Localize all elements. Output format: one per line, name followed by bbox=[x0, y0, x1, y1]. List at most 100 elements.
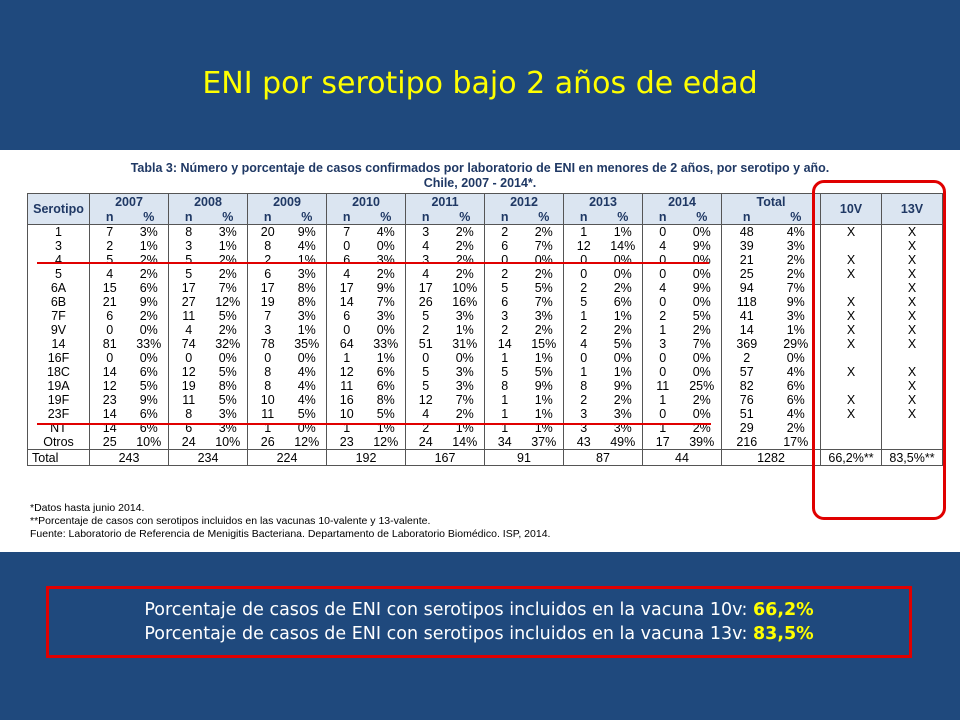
pct-cell: 2% bbox=[524, 267, 564, 281]
count-cell: 11 bbox=[340, 379, 354, 393]
vaccine-v13-cell: X bbox=[881, 407, 943, 421]
count-cell: 0 bbox=[659, 351, 667, 365]
count-cell: 1 bbox=[501, 421, 509, 435]
pct-cell: 3% bbox=[445, 365, 485, 379]
pct-cell: 2% bbox=[682, 393, 722, 407]
table-row: 9V 0 0% 4 2% 3 1% 0 0% 2 1% 2 2% 2 2% 1 2% 14 1% X X bbox=[27, 323, 943, 337]
header-n: n bbox=[168, 210, 209, 225]
serotipo-cell: 19A bbox=[27, 379, 90, 393]
pct-cell: 5% bbox=[208, 393, 248, 407]
pct-cell: 2% bbox=[129, 267, 169, 281]
pct-cell: 12% bbox=[208, 295, 248, 309]
pct-cell: 5% bbox=[524, 365, 564, 379]
count-cell: 3 bbox=[422, 225, 430, 239]
count-cell: 2 bbox=[580, 281, 588, 295]
count-cell: 4 bbox=[422, 407, 430, 421]
count-cell: 7 bbox=[106, 225, 114, 239]
header-n: n bbox=[89, 210, 130, 225]
pct-cell: 9% bbox=[129, 393, 169, 407]
pct-cell: 3% bbox=[366, 253, 406, 267]
pct-cell: 0% bbox=[524, 253, 564, 267]
pct-cell: 10% bbox=[445, 281, 485, 295]
header-n: n bbox=[484, 210, 525, 225]
pct-cell: 0% bbox=[445, 351, 485, 365]
pct-cell: 2% bbox=[771, 253, 821, 267]
count-cell: 34 bbox=[497, 435, 512, 449]
vaccine-v10-cell: X bbox=[820, 224, 882, 239]
header-year: 2013 bbox=[563, 193, 643, 210]
count-cell: 25 bbox=[739, 267, 754, 281]
pct-cell: 3% bbox=[603, 407, 643, 421]
pct-cell: 9% bbox=[287, 224, 327, 239]
pct-cell: 4% bbox=[366, 224, 406, 239]
serotipo-cell: 9V bbox=[27, 323, 90, 337]
header-pct: % bbox=[682, 210, 722, 225]
pct-cell: 12% bbox=[366, 435, 406, 450]
table-row: 19F 23 9% 11 5% 10 4% 16 8% 12 7% 1 1% 2 2% 1 2% 76 6% X X bbox=[27, 393, 943, 407]
count-cell: 23 bbox=[102, 393, 117, 407]
total-cell: 234 bbox=[168, 449, 248, 466]
count-cell: 1 bbox=[580, 309, 588, 323]
pct-cell: 17% bbox=[771, 435, 821, 450]
count-cell: 369 bbox=[736, 337, 758, 351]
count-cell: 4 bbox=[343, 267, 351, 281]
pct-cell: 1% bbox=[287, 253, 327, 267]
count-cell: 14 bbox=[739, 323, 754, 337]
summary-line-13v: Porcentaje de casos de ENI con serotipos… bbox=[49, 622, 909, 646]
vaccine-v10-cell: X bbox=[820, 407, 882, 421]
count-cell: 5 bbox=[422, 309, 430, 323]
count-cell: 6 bbox=[264, 267, 272, 281]
vaccine-v13-cell: X bbox=[881, 253, 943, 267]
count-cell: 6 bbox=[343, 253, 351, 267]
header-pct: % bbox=[445, 210, 485, 225]
count-cell: 3 bbox=[264, 323, 272, 337]
count-cell: 216 bbox=[736, 435, 758, 449]
count-cell: 0 bbox=[659, 295, 667, 309]
count-cell: 1 bbox=[501, 393, 509, 407]
count-cell: 12 bbox=[339, 365, 354, 379]
count-cell: 2 bbox=[422, 323, 430, 337]
count-cell: 0 bbox=[343, 323, 351, 337]
total-cell: 44 bbox=[642, 449, 722, 466]
count-cell: 2 bbox=[106, 239, 114, 253]
vaccine-v10-cell bbox=[820, 351, 882, 365]
serotipo-cell: 16F bbox=[27, 351, 90, 365]
count-cell: 2 bbox=[422, 421, 430, 435]
count-cell: 2 bbox=[743, 351, 751, 365]
pct-cell: 3% bbox=[524, 309, 564, 323]
header-n: n bbox=[721, 210, 772, 225]
count-cell: 81 bbox=[102, 337, 117, 351]
count-cell: 43 bbox=[576, 435, 591, 449]
pct-cell: 1% bbox=[603, 365, 643, 379]
pct-cell: 0% bbox=[366, 239, 406, 253]
total-cell: 91 bbox=[484, 449, 564, 466]
pct-cell: 37% bbox=[524, 435, 564, 450]
header-pct: % bbox=[287, 210, 327, 225]
pct-cell: 0% bbox=[682, 253, 722, 267]
count-cell: 10 bbox=[260, 393, 275, 407]
vaccine-v10-cell bbox=[820, 281, 882, 295]
pct-cell: 2% bbox=[445, 253, 485, 267]
pct-cell: 1% bbox=[603, 309, 643, 323]
pct-cell: 2% bbox=[366, 267, 406, 281]
count-cell: 1 bbox=[501, 351, 509, 365]
count-cell: 0 bbox=[580, 351, 588, 365]
serotipo-cell: 6A bbox=[27, 281, 90, 295]
serotipo-cell: 18C bbox=[27, 365, 90, 379]
count-cell: 6 bbox=[106, 309, 114, 323]
count-cell: 1 bbox=[343, 351, 351, 365]
count-cell: 4 bbox=[422, 267, 430, 281]
count-cell: 5 bbox=[422, 379, 430, 393]
vaccine-v13-cell: X bbox=[881, 281, 943, 295]
count-cell: 1 bbox=[659, 421, 667, 435]
pct-cell: 9% bbox=[129, 295, 169, 309]
count-cell: 2 bbox=[580, 323, 588, 337]
count-cell: 39 bbox=[739, 239, 754, 253]
vaccine-v13-cell: X bbox=[881, 239, 943, 253]
count-cell: 51 bbox=[418, 337, 433, 351]
pct-cell: 15% bbox=[524, 337, 564, 351]
pct-cell: 0% bbox=[682, 224, 722, 239]
count-cell: 12 bbox=[181, 365, 196, 379]
pct-cell: 12% bbox=[287, 435, 327, 450]
count-cell: 2 bbox=[501, 323, 509, 337]
